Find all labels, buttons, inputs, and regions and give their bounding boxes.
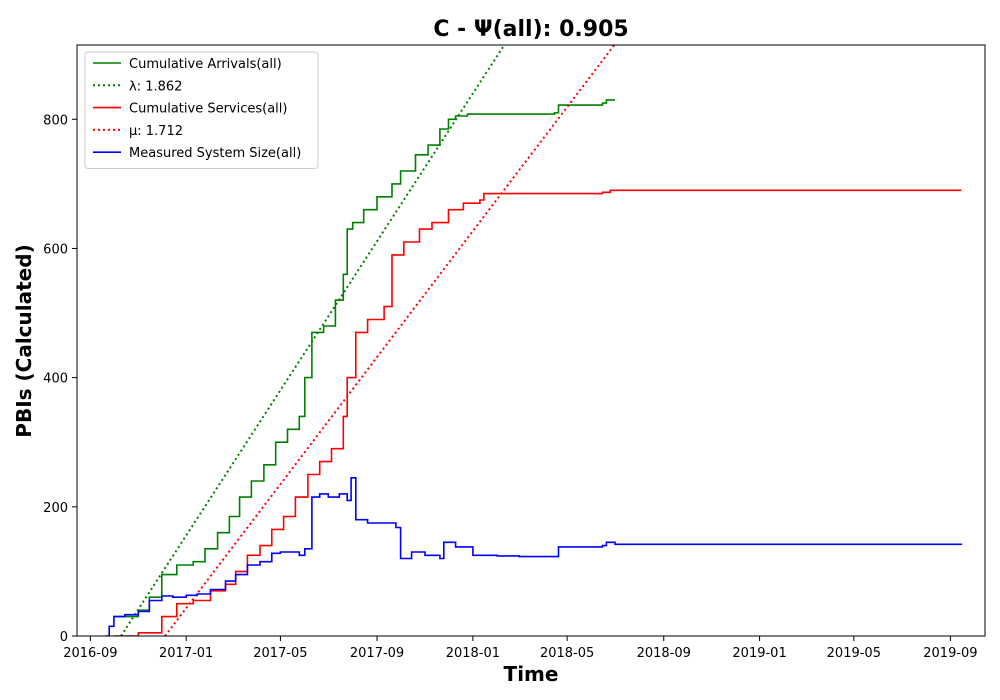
- y-axis-label: PBIs (Calculated): [12, 244, 36, 437]
- series-line-3: [113, 189, 962, 636]
- series-line-4: [164, 45, 616, 636]
- chart-title: C - Ψ(all): 0.905: [433, 17, 628, 42]
- x-tick-label: 2018-05: [540, 646, 594, 661]
- series-line-5: [105, 476, 963, 636]
- x-tick-label: 2019-09: [923, 646, 977, 661]
- legend-label: μ: 1.712: [129, 124, 183, 139]
- legend: Cumulative Arrivals(all) λ: 1.862 Cumulati…: [84, 51, 319, 169]
- y-tick-label: 0: [60, 630, 68, 645]
- legend-label: Cumulative Services(all): [129, 102, 287, 117]
- x-tick-label: 2018-09: [637, 646, 691, 661]
- x-tick-label: 2017-01: [159, 646, 213, 661]
- x-tick-label: 2017-09: [350, 646, 404, 661]
- plot-frame: [76, 44, 986, 637]
- series-line-1: [113, 99, 615, 618]
- x-tick-label: 2019-05: [827, 646, 881, 661]
- x-tick-label: 2016-09: [63, 646, 117, 661]
- x-tick-label: 2017-05: [253, 646, 307, 661]
- y-tick-label: 600: [43, 242, 68, 257]
- legend-label: Measured System Size(all): [129, 146, 301, 161]
- series-layer: [105, 45, 963, 636]
- y-tick-label: 400: [43, 372, 68, 387]
- legend-box: [84, 51, 319, 169]
- legend-label: λ: 1.862: [129, 79, 182, 94]
- legend-label: Cumulative Arrivals(all): [129, 57, 282, 72]
- y-tick-label: 800: [43, 113, 68, 128]
- y-tick-label: 200: [43, 501, 68, 516]
- axes-layer: 2016-09 2017-01 2017-05 2017-09 2018-01 2018-…: [43, 113, 977, 661]
- x-tick-label: 2018-01: [446, 646, 500, 661]
- x-tick-label: 2019-01: [732, 646, 786, 661]
- x-axis-label: Time: [504, 662, 559, 686]
